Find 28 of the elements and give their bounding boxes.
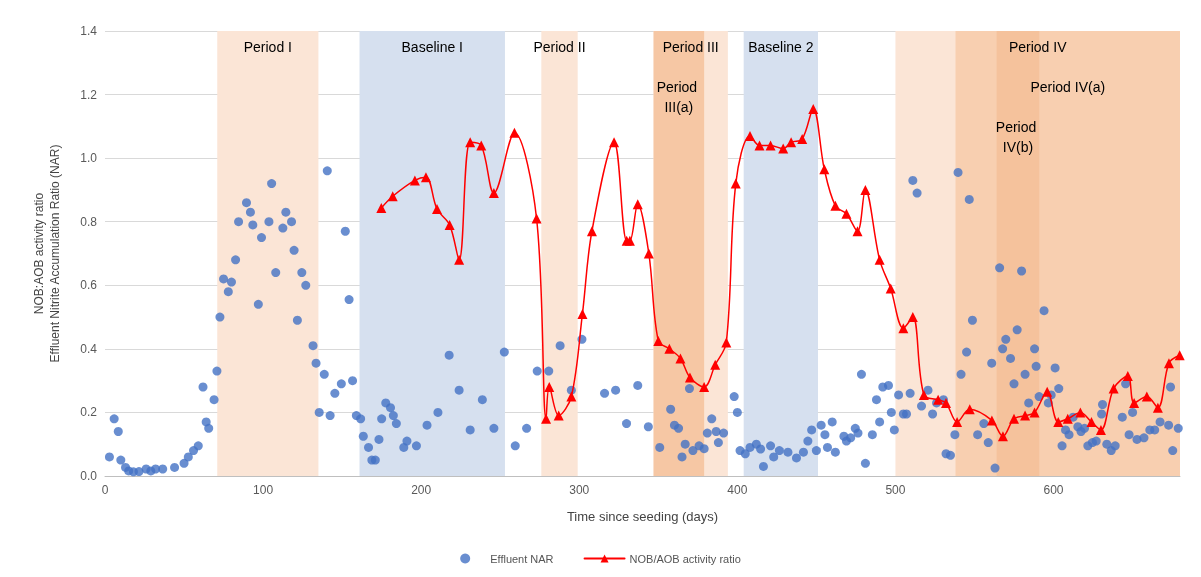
y-axis-title: NOB:AOB activity ratio Effluent Nitrite Accumulation Ratio (NAR) bbox=[32, 144, 62, 363]
x-tick-label: 200 bbox=[411, 483, 432, 497]
band-label: Period I bbox=[243, 39, 292, 55]
y-tick-label: 0.0 bbox=[80, 469, 98, 483]
x-axis-title: Time since seeding (days) bbox=[566, 509, 719, 524]
y-tick-label: 1.0 bbox=[80, 151, 98, 166]
y-tick-label: 0.6 bbox=[80, 278, 98, 293]
y-tick-label: 0.2 bbox=[80, 405, 98, 420]
band-label: Period II bbox=[533, 39, 586, 55]
band-label: Period III bbox=[662, 39, 719, 55]
band-label: Period IV(a) bbox=[1030, 79, 1106, 95]
y-tick-label: 0.4 bbox=[80, 341, 98, 356]
y-tick-label: 1.4 bbox=[80, 24, 98, 38]
band-label: Period IV(b) bbox=[995, 119, 1041, 155]
x-tick-label: 0 bbox=[101, 483, 109, 497]
band-label: Baseline I bbox=[401, 39, 463, 55]
legend-label: Effluent NAR bbox=[490, 552, 554, 565]
band-label: Baseline 2 bbox=[748, 39, 814, 55]
legend-label: NOB/AOB activity ratio bbox=[629, 552, 741, 565]
x-tick-label: 500 bbox=[885, 483, 906, 497]
x-tick-label: 300 bbox=[569, 483, 590, 497]
x-tick-label: 400 bbox=[727, 483, 748, 497]
y-tick-label: 1.2 bbox=[80, 87, 98, 102]
band-label: Period III(a) bbox=[656, 79, 702, 115]
y-tick-label: 0.8 bbox=[80, 214, 98, 229]
x-tick-label: 100 bbox=[253, 483, 274, 497]
x-tick-label: 600 bbox=[1043, 483, 1064, 497]
band-label: Period IV bbox=[1008, 39, 1068, 55]
